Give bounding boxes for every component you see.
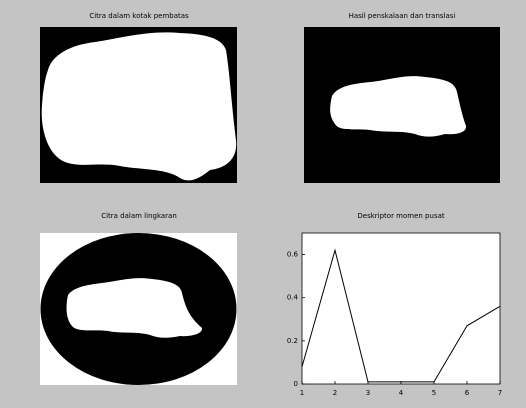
x-tick-label: 1 (300, 389, 304, 397)
y-tick-label: 0.4 (287, 294, 299, 302)
x-tick-label: 6 (465, 389, 470, 397)
x-tick-label: 5 (432, 389, 436, 397)
y-tick-label: 0.2 (287, 337, 298, 345)
x-tick-label: 7 (498, 389, 502, 397)
chart-title: Deskriptor momen pusat (357, 212, 444, 220)
y-tick-label: 0 (294, 380, 298, 388)
image-title: Hasil penskalaan dan translasi (349, 12, 456, 20)
shape (42, 32, 237, 180)
image-title: Citra dalam lingkaran (101, 212, 177, 220)
figure: Citra dalam kotak pembatas Hasil penskal… (0, 0, 526, 408)
plot-area (302, 233, 500, 384)
shape (330, 76, 466, 136)
x-tick-label: 2 (333, 389, 337, 397)
y-tick-label: 0.6 (287, 251, 299, 259)
image-title: Citra dalam kotak pembatas (89, 12, 189, 20)
x-tick-label: 3 (366, 389, 370, 397)
x-tick-label: 4 (399, 389, 404, 397)
